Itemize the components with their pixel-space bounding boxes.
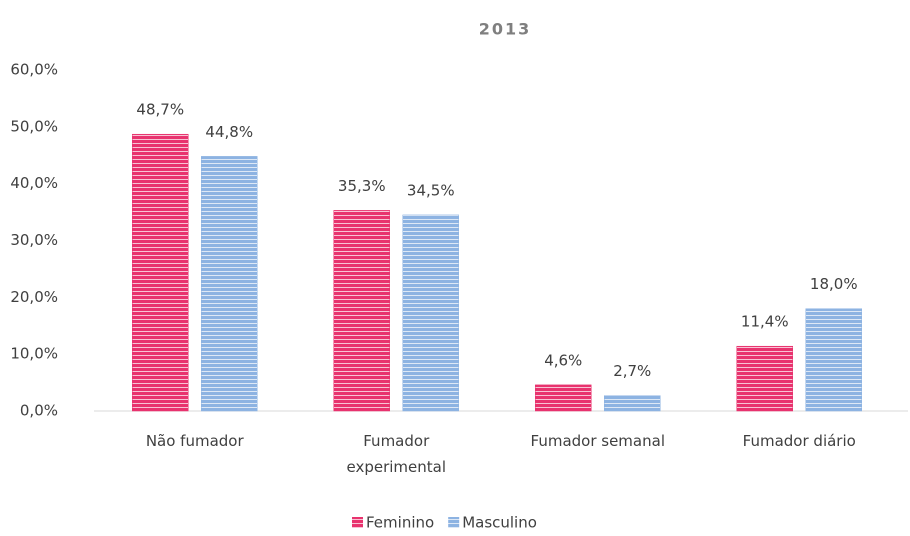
data-label: 18,0% xyxy=(810,275,858,293)
x-tick-label: Não fumador xyxy=(145,432,244,450)
legend-swatch xyxy=(448,517,460,528)
y-tick-label: 0,0% xyxy=(20,402,58,420)
data-label: 35,3% xyxy=(338,177,386,195)
bar xyxy=(736,345,793,412)
y-tick-label: 10,0% xyxy=(10,345,58,363)
y-tick-label: 50,0% xyxy=(10,117,58,135)
bar xyxy=(333,210,390,412)
data-label: 4,6% xyxy=(544,351,582,369)
legend-swatch xyxy=(352,517,363,528)
data-label: 11,4% xyxy=(741,313,789,331)
data-label: 44,8% xyxy=(205,123,253,141)
x-tick-label: Fumador semanal xyxy=(530,432,665,450)
x-tick-label: Fumador experimental xyxy=(346,432,446,476)
y-tick-label: 40,0% xyxy=(10,174,58,192)
y-tick-label: 60,0% xyxy=(10,61,58,79)
y-tick-label: 30,0% xyxy=(10,231,58,249)
bar xyxy=(201,156,258,412)
bar xyxy=(604,395,661,412)
x-tick-label: Fumador diário xyxy=(742,432,856,450)
bar xyxy=(402,214,459,412)
data-label: 34,5% xyxy=(407,181,455,199)
data-label: 2,7% xyxy=(613,362,651,380)
bar xyxy=(805,308,862,412)
legend-label: Feminino xyxy=(366,514,434,532)
legend-label: Masculino xyxy=(462,514,537,532)
bar xyxy=(535,384,592,412)
y-tick-label: 20,0% xyxy=(10,288,58,306)
bar xyxy=(132,133,189,412)
data-label: 48,7% xyxy=(136,101,184,119)
chart-title: 2013 xyxy=(479,20,532,39)
